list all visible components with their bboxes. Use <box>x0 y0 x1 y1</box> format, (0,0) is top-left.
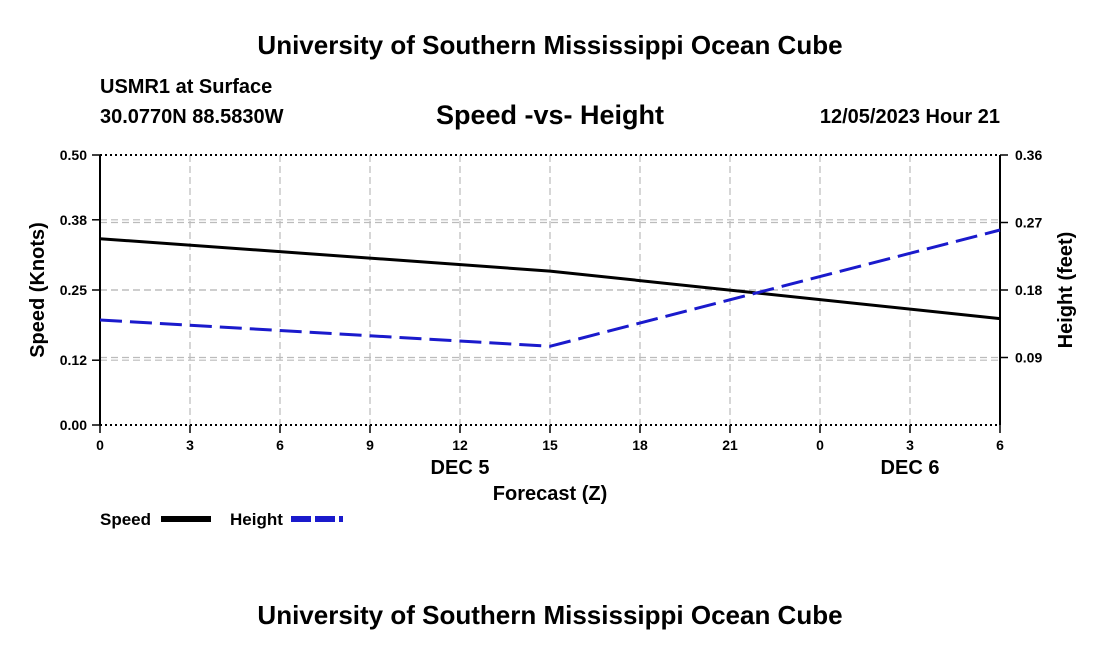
y-tick-label: 0.00 <box>60 417 87 433</box>
legend-label-height: Height <box>230 510 283 529</box>
legend-label-speed: Speed <box>100 510 151 529</box>
y-tick-label: 0.25 <box>60 282 87 298</box>
y2-axis-label: Height (feet) <box>1055 232 1077 349</box>
date-label: DEC 6 <box>881 457 940 479</box>
x-tick-label: 15 <box>542 437 558 453</box>
x-tick-label: 0 <box>816 437 824 453</box>
y2-tick-label: 0.27 <box>1015 215 1042 231</box>
y-tick-label: 0.50 <box>60 147 87 163</box>
series-line-speed <box>99 237 1001 321</box>
x-axis-label: Forecast (Z) <box>493 483 607 505</box>
x-tick-label: 9 <box>366 437 374 453</box>
page-title-bottom: University of Southern Mississippi Ocean… <box>257 600 843 630</box>
y2-tick-label: 0.18 <box>1015 282 1042 298</box>
station-label: USMR1 at Surface <box>100 76 273 98</box>
y-axis-label: Speed (Knots) <box>27 222 49 358</box>
y-tick-label: 0.38 <box>60 212 87 228</box>
coordinates-label: 30.0770N 88.5830W <box>100 106 284 128</box>
x-tick-label: 18 <box>632 437 648 453</box>
y-tick-label: 0.12 <box>60 352 87 368</box>
chart-title: Speed -vs- Height <box>435 100 665 130</box>
x-tick-label: 21 <box>722 437 738 453</box>
x-tick-label: 3 <box>906 437 914 453</box>
y2-tick-label: 0.09 <box>1015 350 1042 366</box>
x-tick-label: 0 <box>96 437 104 453</box>
x-tick-label: 12 <box>452 437 468 453</box>
x-tick-label: 6 <box>996 437 1004 453</box>
x-tick-label: 3 <box>186 437 194 453</box>
y2-tick-label: 0.36 <box>1015 147 1042 163</box>
x-tick-label: 6 <box>276 437 284 453</box>
page-title-top: University of Southern Mississippi Ocean… <box>257 30 843 60</box>
datetime-label: 12/05/2023 Hour 21 <box>819 106 1000 128</box>
series-line-height <box>99 228 1001 348</box>
date-label: DEC 5 <box>431 457 490 479</box>
